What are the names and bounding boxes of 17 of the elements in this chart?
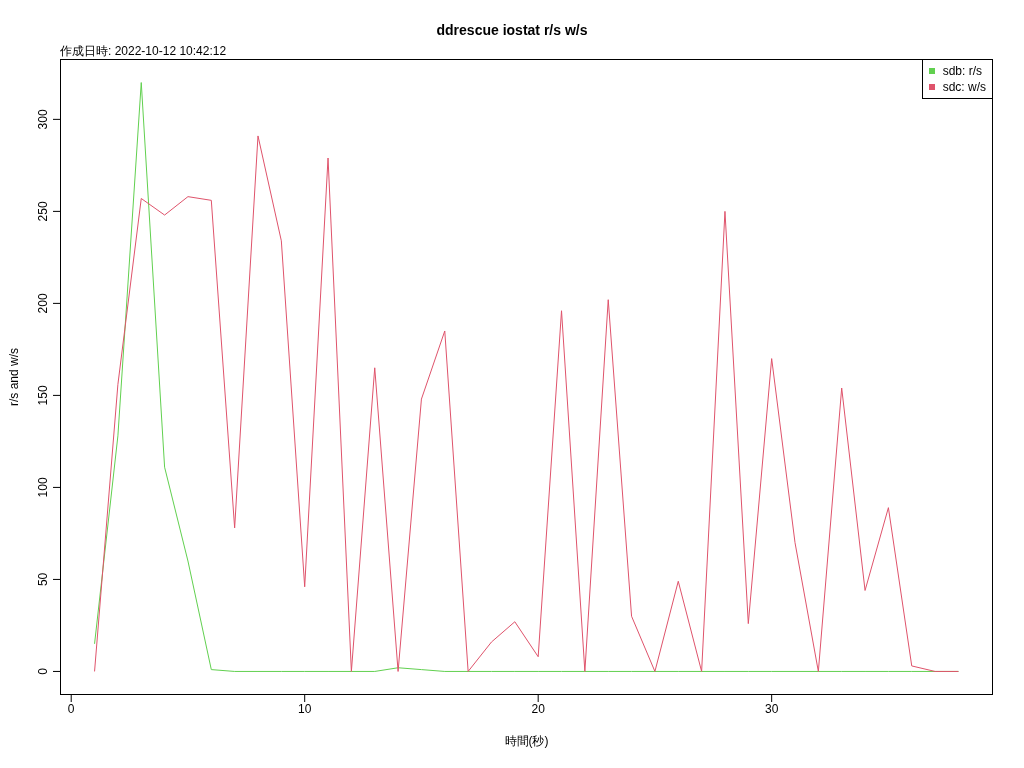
y-tick-label: 150 xyxy=(36,385,50,406)
y-tick-label: 200 xyxy=(36,293,50,314)
y-axis-title: r/s and w/s xyxy=(7,347,22,407)
x-tick-label: 30 xyxy=(764,701,779,716)
x-tick-label: 0 xyxy=(67,701,75,716)
y-tick-label: 300 xyxy=(36,109,50,130)
x-axis-title: 時間(秒) xyxy=(504,734,549,748)
y-tick-label: 250 xyxy=(36,201,50,222)
y-tick-label: 0 xyxy=(36,667,50,675)
y-tick-label: 100 xyxy=(36,477,50,498)
legend-label: sdb: r/s xyxy=(942,63,983,79)
x-tick-label: 10 xyxy=(298,701,312,716)
legend-label: sdc: w/s xyxy=(942,79,986,95)
y-tick-label: 50 xyxy=(36,572,50,587)
text: 作成日時: 2022-10-12 10:42:12 xyxy=(60,43,227,60)
chart-title: ddrescue iostat r/s w/s xyxy=(435,22,589,38)
x-tick-label: 20 xyxy=(531,701,546,716)
